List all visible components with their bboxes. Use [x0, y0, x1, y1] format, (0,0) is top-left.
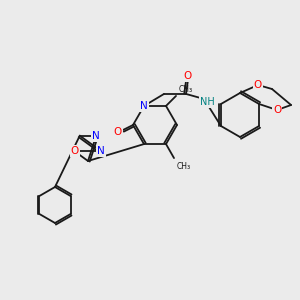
Text: O: O: [184, 71, 192, 81]
Text: N: N: [98, 146, 105, 156]
Text: CH₃: CH₃: [177, 162, 191, 171]
Text: NH: NH: [200, 97, 214, 107]
Text: O: O: [70, 146, 79, 156]
Text: O: O: [254, 80, 262, 90]
Text: O: O: [114, 127, 122, 137]
Text: CH₃: CH₃: [179, 85, 193, 94]
Text: N: N: [92, 131, 100, 141]
Text: O: O: [273, 105, 281, 115]
Text: N: N: [140, 101, 148, 111]
